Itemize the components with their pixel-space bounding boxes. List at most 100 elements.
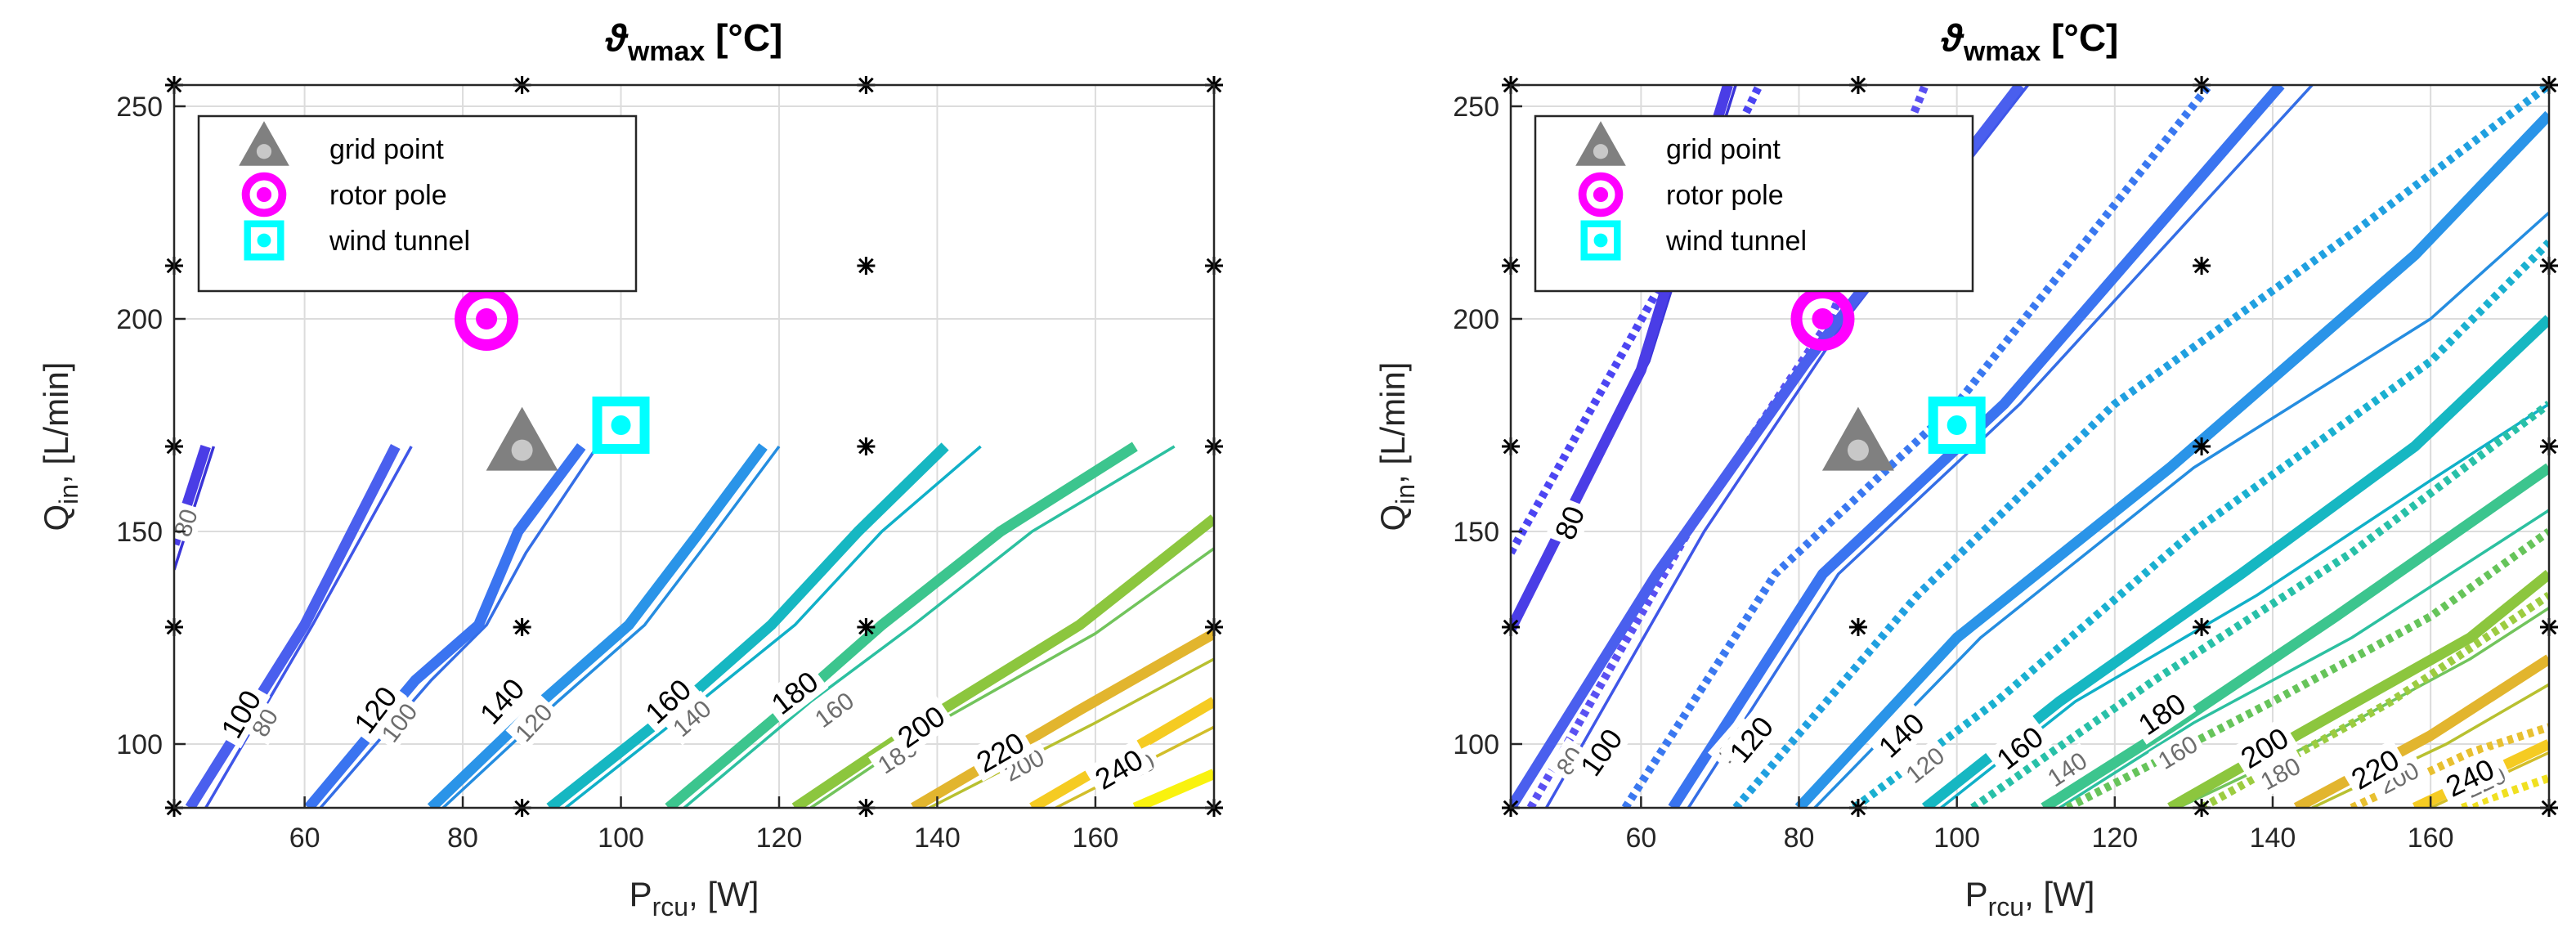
contour-line-100-thick <box>185 444 401 808</box>
asterisk-stroke <box>1850 619 1866 635</box>
title-subscript: wmax <box>1963 36 2041 67</box>
contour-label-bg <box>634 668 701 734</box>
x-tick-label: 160 <box>2408 823 2454 854</box>
contour-line-120-dotted <box>1621 85 2213 808</box>
x-tick-label: 80 <box>1784 823 1815 854</box>
grid-point-asterisk <box>1848 618 1867 636</box>
contour-label-bg <box>1547 737 1592 784</box>
contour-line-200-thick <box>791 514 1214 808</box>
asterisk-stroke <box>2193 258 2210 274</box>
legend-square-icon-dot <box>257 233 271 248</box>
x-tick-label: 120 <box>756 823 803 854</box>
legend-circle-icon <box>1578 172 1624 217</box>
title-unit: [°C] <box>705 16 782 59</box>
contour-line-180-thin <box>683 445 1176 808</box>
legend-triangle-icon <box>239 121 289 166</box>
contour-label-bg <box>242 699 286 746</box>
contour-label-bg <box>2251 748 2309 798</box>
contour-line-160-dotted <box>1852 239 2549 808</box>
x-label-tail: , [W] <box>2024 875 2094 913</box>
contour-line-160-thin <box>564 445 982 808</box>
contour-line-220-thick <box>2293 654 2549 808</box>
contour-label-bg <box>1896 738 1954 792</box>
y-tick-label: 100 <box>1453 729 1499 760</box>
contour-label-bg <box>343 675 407 744</box>
legend-square-icon <box>1580 220 1621 261</box>
axes-box <box>172 83 1216 809</box>
legend: grid point rotor pole wind tunnel <box>197 114 638 293</box>
legend-label: wind tunnel <box>329 226 470 257</box>
title-subscript: wmax <box>627 36 706 67</box>
y-label-tail: , [L/min] <box>1373 362 1412 484</box>
triangle-marker-dot <box>511 439 533 461</box>
contour-line-260-thick <box>1132 769 1214 808</box>
contour-label-bg <box>2148 726 2206 778</box>
legend-label: wind tunnel <box>1665 226 1807 257</box>
triangle-marker-dot <box>1847 439 1869 461</box>
grid-point-asterisk <box>2193 437 2211 455</box>
legend-label: rotor pole <box>329 180 447 211</box>
x-label-main: P <box>1965 875 1988 913</box>
asterisk-stroke <box>2193 619 2210 635</box>
y-tick-label: 100 <box>116 729 163 760</box>
axes-box <box>1509 83 2551 809</box>
contour-label-bg <box>372 693 426 751</box>
asterisk-stroke <box>514 619 530 635</box>
contour-label-bg <box>995 740 1053 790</box>
x-tick-label: 120 <box>2091 823 2138 854</box>
legend-label: rotor pole <box>1666 180 1784 211</box>
contour-line-180-thick <box>2041 463 2549 808</box>
x-axis-label: Prcu, [W] <box>629 875 759 921</box>
legend-circle-icon-dot <box>1593 186 1609 203</box>
contour-line-220-dotted <box>2199 591 2549 808</box>
asterisk-stroke <box>2193 438 2210 455</box>
legend-triangle-icon <box>1575 121 1626 166</box>
contour-label-bg <box>2340 738 2410 799</box>
asterisk-stroke <box>858 438 874 455</box>
contour-label-bg <box>505 693 562 751</box>
contour-label-bg <box>165 500 205 545</box>
y-axis-label: Qin, [L/min] <box>37 362 83 531</box>
x-tick-label: 100 <box>598 823 644 854</box>
contour-label-bg <box>2435 749 2504 806</box>
contour-label-bg <box>2369 752 2428 802</box>
square-marker-dot <box>611 415 631 435</box>
asterisk-stroke <box>858 258 874 274</box>
contour-line-160-thick <box>546 442 949 808</box>
triangle-marker <box>1821 406 1894 471</box>
contour-label-bg <box>1718 705 1784 773</box>
contour-line-140-thick <box>1794 110 2549 808</box>
x-tick-label: 100 <box>1933 823 1980 854</box>
x-label-subscript: rcu <box>1988 892 2024 921</box>
grid-point-asterisk <box>2193 257 2211 275</box>
legend-circle-icon-dot <box>256 186 272 203</box>
contour-line-140-thin <box>1813 211 2549 808</box>
y-label-tail: , [L/min] <box>37 362 75 484</box>
contour-line-180-thick <box>665 442 1138 808</box>
grid-point-asterisk <box>857 437 876 455</box>
grid-point-asterisk <box>2193 618 2211 636</box>
grid-point-asterisk <box>513 618 531 636</box>
y-label-main: Q <box>1373 504 1412 531</box>
contour-label-bg <box>886 695 956 758</box>
grid-point-asterisk <box>857 618 876 636</box>
y-label-main: Q <box>37 504 75 531</box>
contour-line-120-thick <box>1668 85 2285 808</box>
y-tick-label: 150 <box>116 517 163 548</box>
y-tick-label: 150 <box>1453 517 1499 548</box>
circle-marker-dot <box>476 308 498 330</box>
triangle-marker <box>486 406 558 471</box>
x-label-subscript: rcu <box>652 892 688 921</box>
asterisk-stroke <box>858 619 874 635</box>
grid-point-asterisk <box>857 257 876 275</box>
circle-marker-dot <box>1812 308 1834 330</box>
contour-line-200-thick <box>2167 569 2549 808</box>
contour-line-260-dotted <box>2461 773 2549 808</box>
legend-square-icon-dot <box>1593 233 1608 248</box>
y-label-subscript: in <box>1391 484 1420 504</box>
contour-line-140-thick <box>427 443 768 808</box>
x-tick-label: 80 <box>447 823 478 854</box>
contour-label-bg <box>663 690 720 746</box>
